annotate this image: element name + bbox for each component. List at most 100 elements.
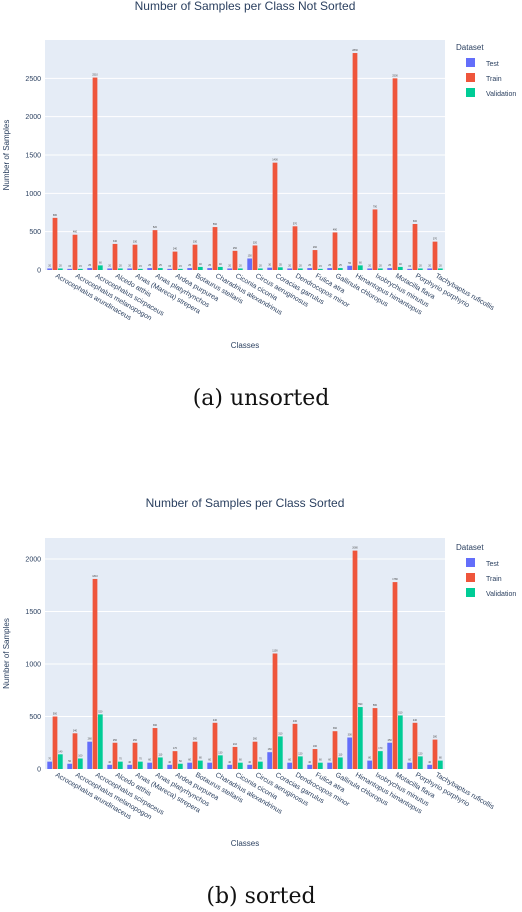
bar-value-label: 1810: [92, 575, 98, 578]
bar-validation: [317, 268, 323, 270]
bar-value-label: 55: [348, 262, 351, 265]
bar-test: [267, 752, 273, 769]
bar-value-label: 260: [313, 246, 318, 249]
bar-validation: [137, 268, 143, 270]
bar-value-label: 25: [388, 264, 391, 267]
chart-unsorted: Number of Samples per Class Not Sorted 0 5…: [0, 0, 522, 380]
bar-value-label: 460: [73, 231, 78, 234]
bar-train: [232, 746, 238, 769]
bar-train: [412, 224, 418, 270]
bar-validation: [177, 268, 183, 270]
bar-train: [412, 722, 418, 769]
bar-train: [312, 749, 318, 769]
legend-label-validation: Validation: [486, 591, 516, 598]
bar-value-label: 140: [58, 750, 63, 753]
bar-value-label: 20: [108, 264, 111, 267]
bar-value-label: 60: [319, 759, 322, 762]
bar-validation: [237, 762, 243, 769]
bar-test: [307, 268, 313, 270]
bar-value-label: 250: [133, 739, 138, 742]
bar-train: [152, 728, 158, 769]
bar-value-label: 170: [173, 747, 178, 750]
bar-value-label: 680: [53, 214, 58, 217]
bar-train: [192, 244, 198, 270]
bar-value-label: 300: [348, 734, 353, 737]
legend-label-train: Train: [486, 76, 502, 83]
bar-train: [52, 217, 58, 270]
bar-value-label: 80: [368, 757, 371, 760]
bar-value-label: 20: [379, 264, 382, 267]
bar-validation: [97, 265, 103, 270]
bar-value-label: 170: [378, 747, 383, 750]
bar-validation: [197, 760, 203, 769]
bar-value-label: 260: [88, 738, 93, 741]
bar-test: [187, 268, 193, 270]
legend-swatch-test: [466, 558, 475, 567]
bar-value-label: 1100: [272, 650, 278, 653]
bar-validation: [137, 761, 143, 769]
bar-value-label: 60: [99, 261, 102, 264]
bar-train: [392, 78, 398, 270]
bar-test: [167, 268, 173, 270]
chart-title: Number of Samples per Class Sorted: [146, 496, 345, 510]
bar-value-label: 20: [299, 264, 302, 267]
bar-validation: [277, 736, 283, 769]
bar-validation: [337, 757, 343, 769]
bar-train: [352, 550, 358, 769]
y-tick-label: 500: [29, 714, 41, 721]
bar-validation: [377, 751, 383, 769]
bar-value-label: 190: [313, 745, 318, 748]
bar-value-label: 25: [208, 264, 211, 267]
bar-value-label: 1780: [392, 578, 398, 581]
bar-validation: [257, 268, 263, 270]
bar-test: [67, 268, 73, 270]
y-tick-label: 2000: [25, 557, 41, 564]
bar-value-label: 340: [73, 729, 78, 732]
bar-validation: [57, 268, 63, 270]
bar-value-label: 20: [128, 264, 131, 267]
bar-value-label: 25: [339, 264, 342, 267]
bar-value-label: 580: [373, 704, 378, 707]
bar-value-label: 110: [158, 753, 163, 756]
bar-value-label: 280: [433, 736, 438, 739]
legend-label-test: Test: [486, 561, 499, 568]
bar-test: [127, 268, 133, 270]
bar-train: [212, 722, 218, 769]
bar-value-label: 70: [139, 758, 142, 761]
bar-test: [107, 268, 113, 270]
bar-value-label: 15: [139, 265, 142, 268]
bar-test: [87, 268, 93, 270]
bar-value-label: 250: [113, 739, 118, 742]
legend-swatch-train: [466, 73, 475, 82]
bar-value-label: 330: [133, 241, 138, 244]
bar-value-label: 310: [278, 732, 283, 735]
bar-test: [407, 268, 413, 270]
bar-value-label: 250: [388, 739, 393, 742]
bar-value-label: 20: [48, 264, 51, 267]
bar-value-label: 440: [413, 719, 418, 722]
bar-value-label: 790: [373, 205, 378, 208]
bar-validation: [397, 266, 403, 270]
bar-value-label: 120: [418, 752, 423, 755]
bar-value-label: 40: [308, 761, 311, 764]
bar-test: [327, 762, 333, 769]
bar-value-label: 570: [293, 222, 298, 225]
bar-value-label: 15: [319, 265, 322, 268]
bar-value-label: 2510: [92, 74, 98, 77]
bar-value-label: 1400: [272, 159, 278, 162]
bar-test: [127, 764, 133, 769]
bar-test: [207, 762, 213, 769]
bar-test: [267, 267, 273, 270]
bar-value-label: 40: [219, 263, 222, 266]
bar-train: [172, 751, 178, 769]
bar-test: [247, 764, 253, 769]
bar-value-label: 340: [113, 240, 118, 243]
bar-value-label: 120: [298, 752, 303, 755]
bar-validation: [377, 268, 383, 270]
caption-sorted: (b) sorted: [206, 884, 316, 909]
bar-test: [347, 265, 353, 270]
bar-value-label: 80: [439, 757, 442, 760]
bar-value-label: 60: [359, 261, 362, 264]
bar-validation: [257, 761, 263, 769]
bar-value-label: 25: [159, 264, 162, 267]
